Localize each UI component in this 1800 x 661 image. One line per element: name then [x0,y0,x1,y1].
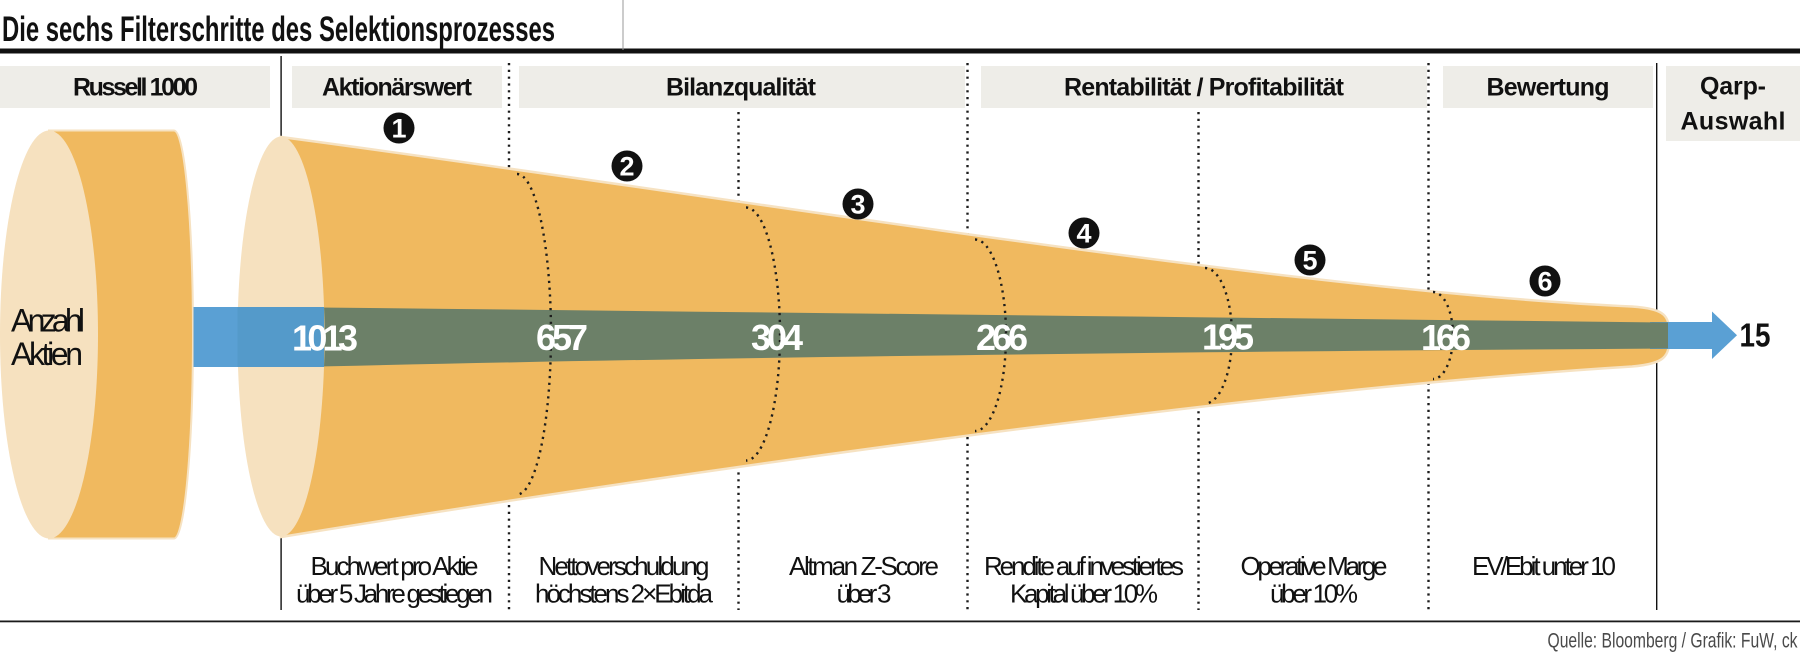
svg-text:höchstens 2×Ebitda: höchstens 2×Ebitda [535,579,714,609]
svg-text:Rentabilität / Profitabilität: Rentabilität / Profitabilität [1064,74,1345,102]
svg-text:Quelle: Bloomberg / Grafik: Fu: Quelle: Bloomberg / Grafik: FuW, ck [1548,630,1798,653]
svg-text:über 10%: über 10% [1270,579,1358,609]
svg-text:Russell 1000: Russell 1000 [73,74,198,102]
svg-text:über 5 Jahre gestiegen: über 5 Jahre gestiegen [296,579,493,609]
svg-text:Die sechs Filterschritte des S: Die sechs Filterschritte des Selektionsp… [2,10,555,49]
svg-text:Aktionärswert: Aktionärswert [322,74,473,102]
svg-text:266: 266 [976,317,1028,358]
svg-text:über 3: über 3 [837,579,892,609]
svg-text:3: 3 [850,190,865,220]
svg-text:Bilanzqualität: Bilanzqualität [666,74,817,102]
svg-text:6: 6 [1537,267,1552,297]
svg-text:Nettoverschuldung: Nettoverschuldung [539,551,710,581]
svg-text:Operative Marge: Operative Marge [1241,551,1388,581]
svg-text:5: 5 [1302,246,1317,276]
svg-text:2: 2 [619,152,634,182]
svg-text:Kapital über 10%: Kapital über 10% [1010,579,1158,609]
svg-text:Qarp-: Qarp- [1700,73,1766,101]
svg-text:Buchwert pro Aktie: Buchwert pro Aktie [311,551,479,581]
svg-text:166: 166 [1421,317,1471,358]
svg-text:Anzahl: Anzahl [11,302,85,338]
svg-text:Rendite auf investiertes: Rendite auf investiertes [984,551,1184,581]
svg-text:1: 1 [391,114,406,144]
svg-text:4: 4 [1076,219,1091,249]
svg-text:EV/Ebit unter 10: EV/Ebit unter 10 [1472,551,1616,581]
svg-text:Auswahl: Auswahl [1681,108,1786,136]
svg-text:304: 304 [751,317,803,358]
svg-text:657: 657 [536,317,588,358]
svg-text:1013: 1013 [292,318,358,359]
svg-text:Altman Z-Score: Altman Z-Score [789,551,939,581]
svg-text:Bewertung: Bewertung [1487,74,1610,102]
svg-text:195: 195 [1202,317,1254,358]
svg-text:Aktien: Aktien [11,336,83,372]
svg-text:15: 15 [1740,317,1771,354]
